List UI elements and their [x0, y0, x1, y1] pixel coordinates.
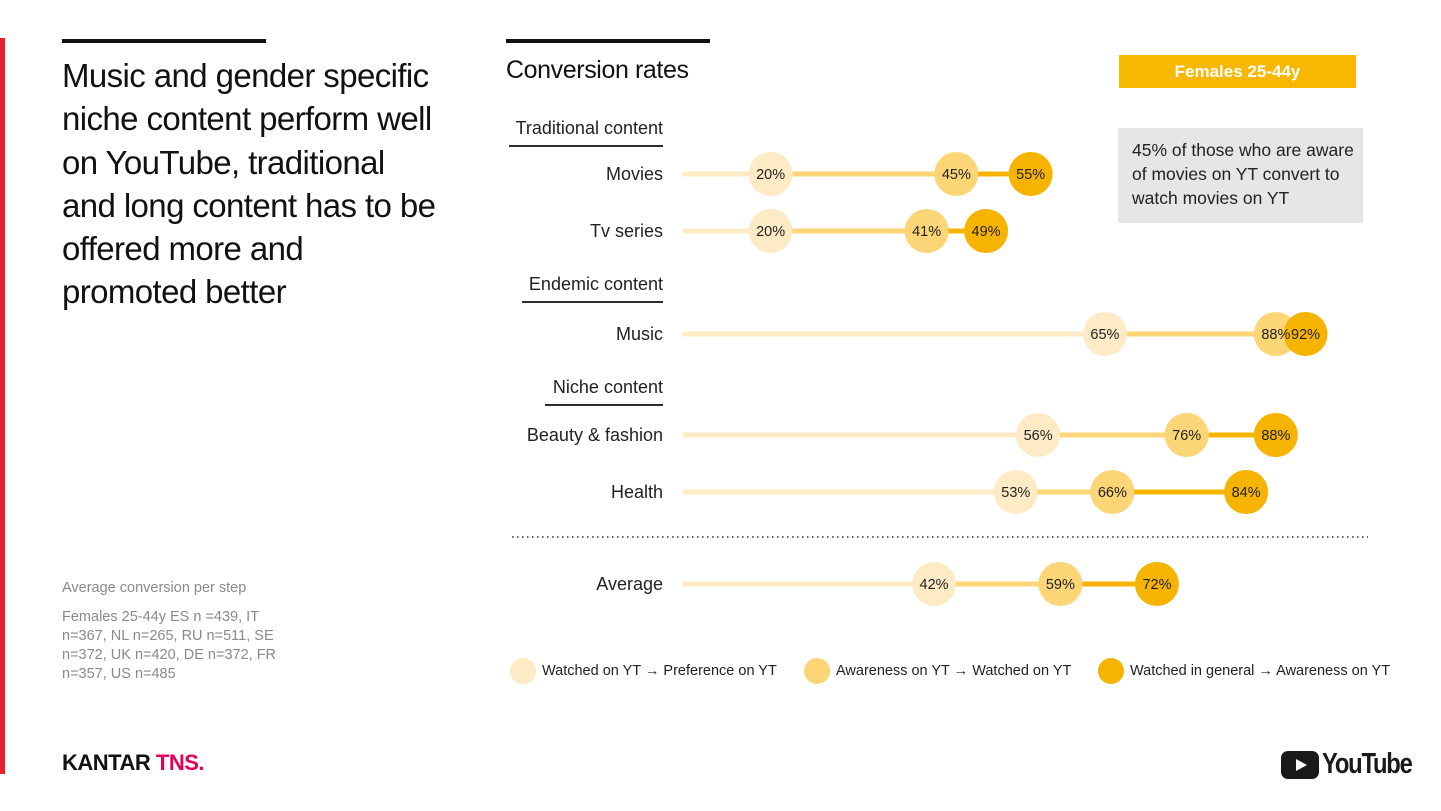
chart-title: Conversion rates [506, 56, 689, 84]
value-label-preference-average: 42% [920, 577, 949, 593]
value-label-watched-beauty-fashion: 76% [1172, 428, 1201, 444]
legend-dot-watched [804, 658, 830, 684]
legend-item-awareness: Watched in general → Awareness on YT [1098, 658, 1390, 684]
value-label-preference-music: 65% [1090, 327, 1119, 343]
legend-dot-preference [510, 658, 536, 684]
legend-label-watched: Awareness on YT → Watched on YT [836, 663, 1072, 679]
dot-awareness-tv-series [964, 209, 1009, 253]
chart-legend: Watched on YT → Preference on YT Awarene… [510, 658, 1410, 688]
note-title: Average conversion per step [62, 580, 247, 596]
legend-dot-awareness [1098, 658, 1124, 684]
kantar-tns-logo: KANTAR TNS. [62, 750, 205, 776]
youtube-logo: YouTube [1281, 748, 1431, 781]
value-label-awareness-movies: 55% [1016, 167, 1045, 183]
dot-preference-music [1082, 312, 1127, 356]
value-label-preference-beauty-fashion: 56% [1024, 428, 1053, 444]
youtube-logo-text: YouTube [1322, 748, 1413, 780]
dot-preference-movies [748, 152, 793, 196]
dot-preference-average [912, 562, 957, 606]
dot-watched-tv-series [904, 209, 949, 253]
value-label-watched-average: 59% [1046, 577, 1075, 593]
row-label-beauty-fashion: Beauty & fashion [527, 425, 663, 445]
headline: Music and gender specific niche content … [62, 57, 436, 311]
row-label-movies: Movies [606, 164, 663, 184]
callout-box: 45% of those who are aware of movies on … [1118, 128, 1363, 223]
value-label-awareness-health: 84% [1232, 485, 1261, 501]
row-label-average: Average [596, 574, 663, 594]
row-label-health: Health [611, 482, 663, 502]
value-label-watched-health: 66% [1098, 485, 1127, 501]
dot-watched-beauty-fashion [1164, 413, 1209, 457]
dot-watched-health [1090, 470, 1135, 514]
group-header-traditional-content: Traditional content [516, 118, 663, 138]
dot-watched-movies [934, 152, 979, 196]
kantar-logo-text: KANTAR [62, 750, 151, 775]
note-body: Females 25-44y ES n =439, IT n=367, NL n… [62, 609, 277, 682]
value-label-awareness-beauty-fashion: 88% [1261, 428, 1290, 444]
row-label-tv-series: Tv series [590, 221, 663, 241]
value-label-awareness-tv-series: 49% [972, 224, 1001, 240]
dot-awareness-health [1224, 470, 1269, 514]
accent-red-bar [0, 38, 5, 774]
dot-awareness-average [1134, 562, 1179, 606]
headline-rule [62, 39, 266, 43]
value-label-watched-movies: 45% [942, 167, 971, 183]
value-label-preference-movies: 20% [756, 167, 785, 183]
segment-badge: Females 25-44y [1119, 55, 1356, 88]
value-label-awareness-average: 72% [1142, 577, 1171, 593]
group-header-endemic-content: Endemic content [529, 274, 663, 294]
value-label-preference-health: 53% [1001, 485, 1030, 501]
dot-awareness-beauty-fashion [1253, 413, 1298, 457]
legend-label-preference: Watched on YT → Preference on YT [542, 663, 777, 679]
dot-preference-health [993, 470, 1038, 514]
legend-item-preference: Watched on YT → Preference on YT [510, 658, 777, 684]
group-header-niche-content: Niche content [553, 377, 663, 397]
value-label-preference-tv-series: 20% [756, 224, 785, 240]
tns-logo-text: TNS. [155, 750, 205, 775]
value-label-awareness-music: 92% [1291, 327, 1320, 343]
youtube-play-icon [1281, 750, 1319, 779]
row-label-music: Music [616, 324, 663, 344]
dot-awareness-movies [1008, 152, 1053, 196]
dot-watched-average [1038, 562, 1083, 606]
value-label-watched-music: 88% [1261, 327, 1290, 343]
dot-awareness-music [1283, 312, 1328, 356]
chart-title-rule [506, 39, 710, 43]
value-label-watched-tv-series: 41% [912, 224, 941, 240]
dot-preference-tv-series [748, 209, 793, 253]
legend-item-watched: Awareness on YT → Watched on YT [804, 658, 1071, 684]
dot-preference-beauty-fashion [1016, 413, 1061, 457]
legend-label-awareness: Watched in general → Awareness on YT [1130, 663, 1391, 679]
